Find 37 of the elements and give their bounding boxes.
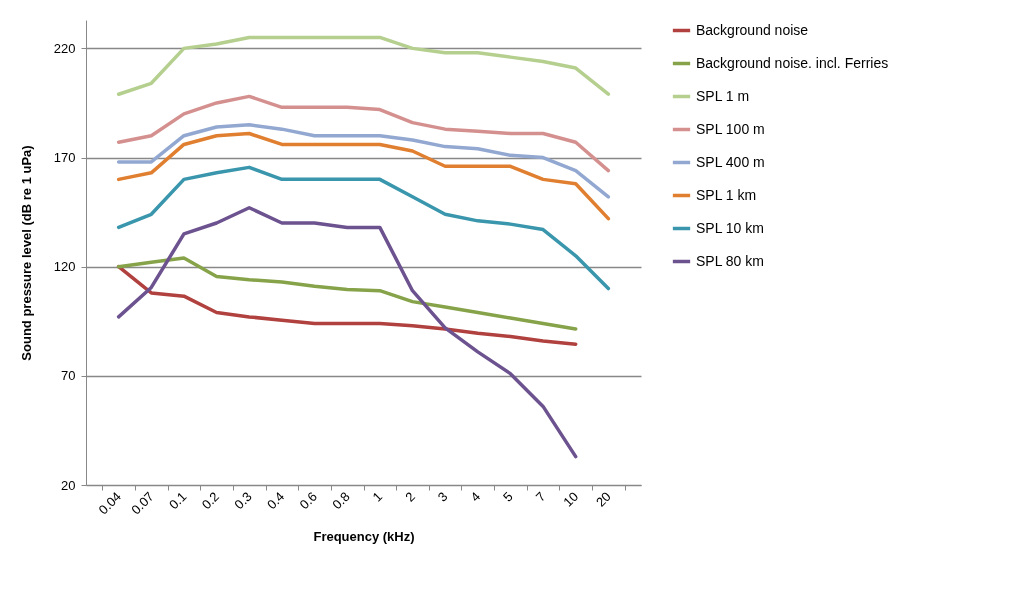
- legend-label: Background noise: [696, 21, 809, 38]
- x-tick-label: 10: [560, 488, 582, 510]
- x-tick-label: 1: [369, 488, 386, 505]
- y-tick-label: 20: [61, 477, 76, 493]
- line-series: [116, 94, 611, 173]
- x-axis-title: Frequency (kHz): [313, 529, 415, 545]
- y-axis-title: Sound pressure level (dB re 1 uPa): [18, 145, 34, 361]
- x-tick-label: 7: [532, 488, 549, 505]
- x-tick-label: 3: [434, 488, 451, 505]
- legend-label: SPL 80 km: [696, 252, 764, 269]
- x-tick-label: 20: [592, 488, 614, 510]
- legend-label: SPL 1 km: [696, 186, 757, 203]
- x-tick-label: 0.4: [263, 488, 288, 513]
- line-series: [116, 123, 611, 199]
- line-series: [116, 165, 611, 291]
- legend-label: SPL 1 m: [696, 87, 750, 104]
- y-tick-label: 120: [53, 259, 76, 275]
- line-series: [116, 206, 578, 459]
- x-tick-label: 0.2: [198, 488, 223, 513]
- legend-label: SPL 100 m: [696, 120, 765, 137]
- legend-label: Background noise. incl. Ferries: [696, 54, 889, 71]
- y-tick-label: 220: [53, 40, 76, 56]
- x-tick-label: 0.6: [296, 488, 320, 513]
- x-tick-label: 0.8: [329, 488, 353, 513]
- legend-label: SPL 400 m: [696, 153, 765, 170]
- y-tick-label: 170: [53, 150, 76, 166]
- x-tick-label: 5: [500, 488, 516, 505]
- line-series: [116, 131, 611, 221]
- legend-label: SPL 10 km: [696, 219, 764, 236]
- x-tick-label: 0.3: [231, 488, 255, 513]
- x-tick-label: 0.04: [95, 488, 125, 518]
- x-tick-label: 2: [402, 488, 418, 505]
- line-series: [116, 256, 578, 331]
- x-tick-label: 0.1: [166, 488, 190, 513]
- y-tick-label: 70: [61, 368, 76, 384]
- x-tick-label: 4: [467, 488, 484, 505]
- line-series: [116, 35, 611, 96]
